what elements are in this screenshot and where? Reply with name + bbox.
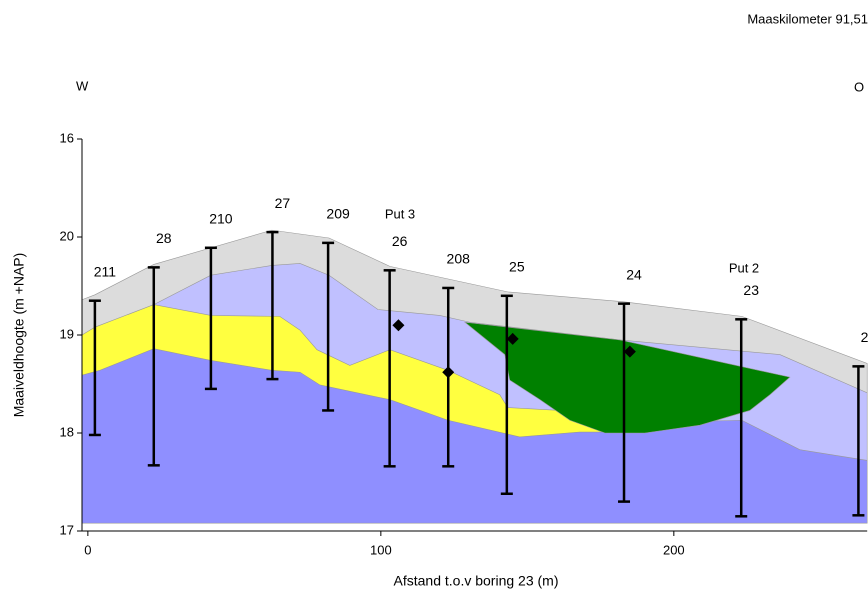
- borehole-label: 208: [447, 251, 471, 267]
- borehole-label: 22: [861, 329, 868, 345]
- x-tick-label: 200: [663, 542, 685, 557]
- borehole-label: 28: [156, 230, 172, 246]
- well-marker: [442, 366, 455, 379]
- borehole-label: 209: [326, 206, 350, 222]
- soil-layer: [463, 321, 791, 434]
- borehole-label: 211: [94, 263, 117, 279]
- borehole-label: 25: [509, 259, 525, 275]
- borehole-label: 23: [743, 282, 759, 298]
- well-marker: [623, 345, 636, 358]
- y-tick-label: 16: [60, 130, 74, 145]
- y-tick-label: 17: [60, 522, 74, 537]
- borehole-label: 26: [392, 233, 408, 249]
- borehole-label: 210: [209, 210, 233, 226]
- header: Maaskilometer 91,51: [747, 11, 868, 26]
- y-axis-label: Maaiveldhoogte (m +NAP): [11, 253, 27, 418]
- east-label: O: [854, 79, 864, 94]
- x-tick-label: 100: [370, 542, 392, 557]
- annotation: Put 3: [385, 206, 415, 221]
- y-tick-label: 18: [60, 424, 74, 439]
- x-tick-label: 0: [84, 542, 91, 557]
- well-marker: [392, 319, 405, 332]
- x-axis-label: Afstand t.o.v boring 23 (m): [394, 573, 559, 589]
- annotation: Put 2: [729, 260, 759, 275]
- borehole-label: 24: [626, 266, 642, 282]
- y-tick-label: 19: [60, 326, 74, 341]
- y-tick-label: 20: [60, 228, 74, 243]
- borehole-label: 27: [275, 195, 291, 211]
- west-label: W: [76, 78, 89, 93]
- well-marker: [506, 332, 519, 345]
